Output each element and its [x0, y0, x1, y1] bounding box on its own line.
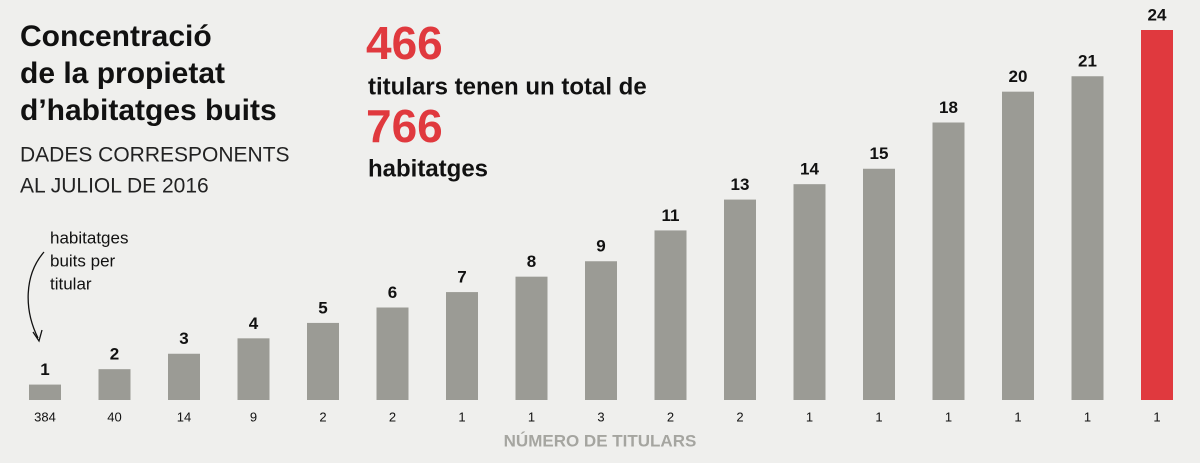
value-label: 3 — [179, 329, 188, 348]
x-tick-label: 384 — [34, 409, 56, 424]
value-label: 24 — [1148, 5, 1167, 24]
bar — [168, 353, 200, 400]
x-tick-label: 2 — [667, 409, 674, 424]
bar — [863, 168, 895, 400]
value-label: 8 — [527, 252, 536, 271]
x-tick-label: 14 — [177, 409, 191, 424]
value-label: 15 — [870, 144, 889, 163]
value-label: 21 — [1078, 52, 1097, 71]
x-tick-label: 1 — [1084, 409, 1091, 424]
value-label: 18 — [939, 98, 958, 117]
subtitle: AL JULIOL DE 2016 — [20, 175, 209, 198]
bar — [515, 276, 548, 400]
bar — [376, 307, 409, 400]
value-label: 14 — [800, 160, 819, 179]
x-tick-label: 9 — [250, 409, 257, 424]
value-label: 5 — [318, 298, 327, 317]
note-arrow — [27, 251, 45, 339]
bar — [654, 230, 687, 400]
bar — [1002, 91, 1034, 401]
value-label: 9 — [596, 237, 605, 256]
x-tick-label: 1 — [458, 409, 465, 424]
chart-title: Concentració — [20, 20, 212, 53]
value-label: 20 — [1009, 67, 1028, 86]
bar — [793, 184, 826, 400]
bar — [1071, 76, 1104, 400]
bar — [446, 292, 478, 400]
highlight-number: 466 — [366, 17, 443, 69]
bar-note: habitatges — [50, 228, 128, 247]
value-label: 7 — [457, 268, 466, 287]
chart-title: d’habitatges buits — [20, 94, 277, 127]
x-tick-label: 1 — [875, 409, 882, 424]
x-tick-label: 3 — [597, 409, 604, 424]
x-tick-label: 1 — [806, 409, 813, 424]
value-label: 6 — [388, 283, 397, 302]
x-tick-label: 2 — [319, 409, 326, 424]
x-tick-label: 2 — [736, 409, 743, 424]
x-tick-label: 1 — [945, 409, 952, 424]
subtitle: DADES CORRESPONENTS — [20, 144, 290, 167]
highlight-number: 766 — [366, 100, 443, 152]
x-tick-label: 1 — [528, 409, 535, 424]
value-label: 13 — [731, 175, 750, 194]
note-arrow-head — [32, 329, 43, 343]
x-tick-label: 2 — [389, 409, 396, 424]
bar — [1141, 30, 1173, 400]
value-label: 1 — [40, 360, 49, 379]
bar — [307, 322, 339, 400]
x-tick-label: 40 — [107, 409, 121, 424]
bar — [237, 338, 270, 400]
x-tick-label: 1 — [1153, 409, 1160, 424]
value-label: 2 — [110, 345, 119, 364]
bar — [724, 199, 756, 400]
bar — [98, 369, 131, 400]
x-tick-label: 1 — [1014, 409, 1021, 424]
x-axis-label: NÚMERO DE TITULARS — [504, 431, 697, 450]
bar-note: buits per — [50, 251, 116, 270]
chart-title: de la propietat — [20, 57, 225, 90]
highlight-text: habitatges — [368, 155, 488, 182]
bar — [932, 122, 965, 400]
bar — [29, 384, 61, 400]
bar — [585, 261, 617, 400]
value-label: 4 — [249, 314, 259, 333]
bar-note: titular — [50, 274, 92, 293]
value-label: 11 — [662, 206, 680, 225]
highlight-text: titulars tenen un total de — [368, 73, 647, 100]
